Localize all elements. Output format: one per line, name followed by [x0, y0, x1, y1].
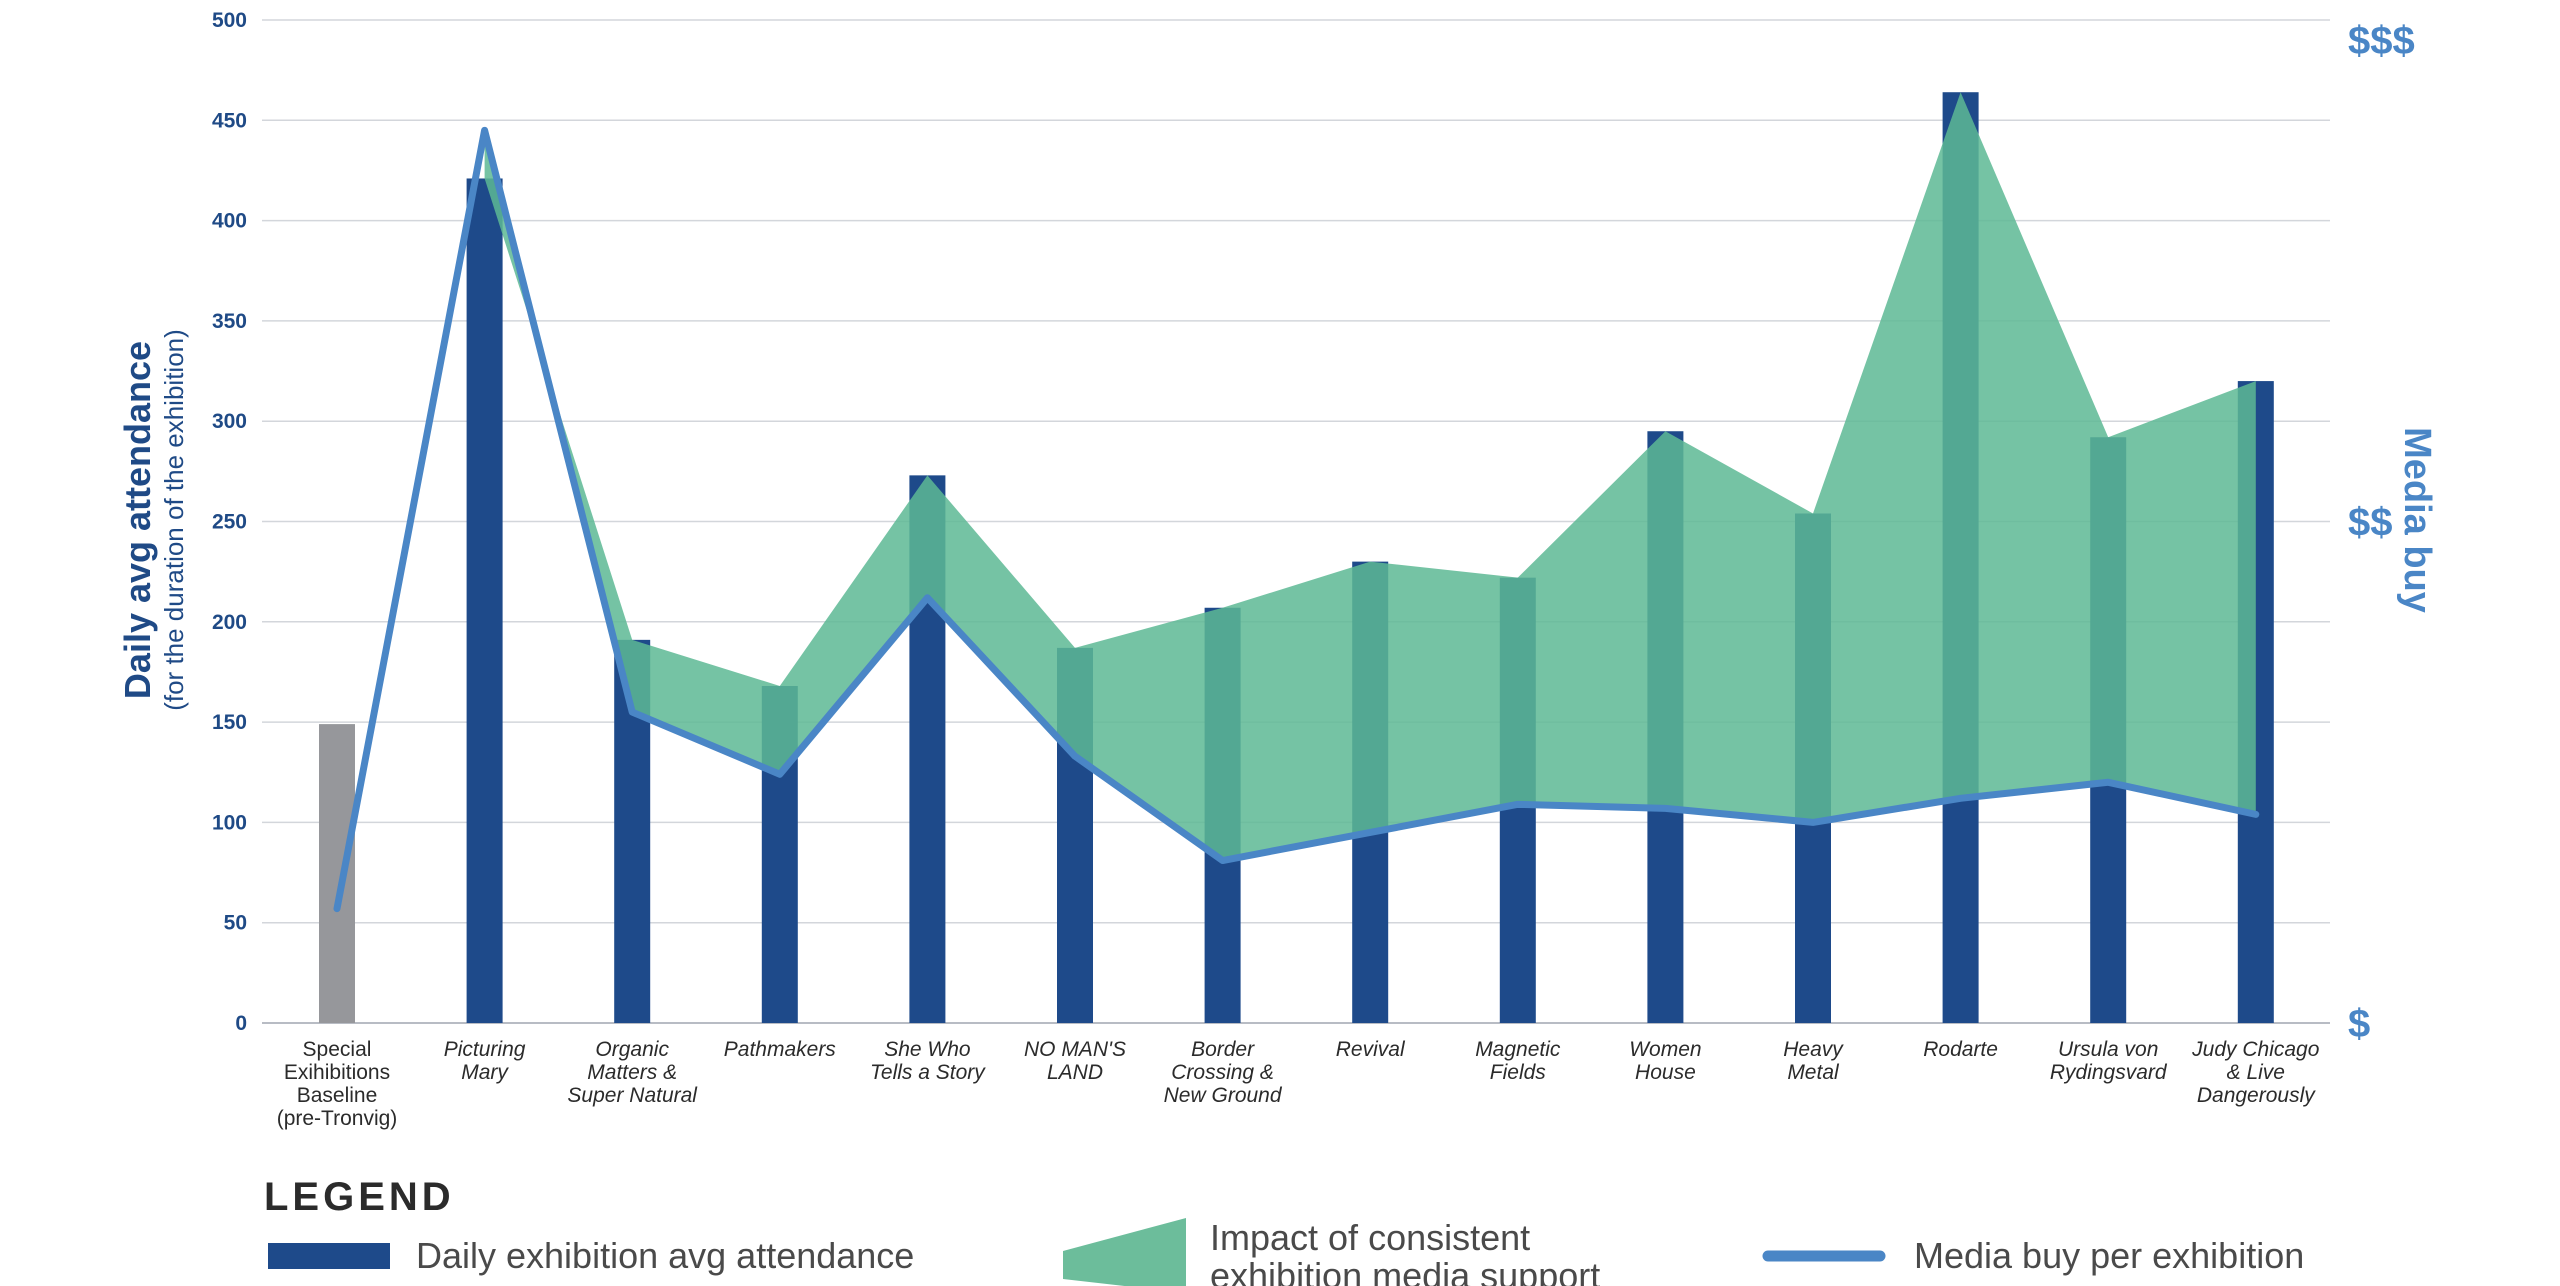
legend-title: LEGEND — [264, 1175, 455, 1219]
category-label: Organic Matters & Super Natural — [567, 1038, 698, 1107]
category-label: Border Crossing & New Ground — [1164, 1038, 1283, 1107]
y-axis-tick-labels: 0 50 100 150 200 250 300 350 400 450 500 — [212, 9, 247, 1035]
y-tick-label: 450 — [212, 109, 247, 132]
y-tick-label: 400 — [212, 210, 247, 233]
legend-items: Daily exhibition avg attendance Impact of… — [268, 1217, 2304, 1286]
category-label: Revival — [1336, 1038, 1406, 1061]
legend-swatch-area — [1063, 1218, 1186, 1286]
category-label: Heavy Metal — [1783, 1038, 1844, 1084]
right-axis-labels: $$$$$$ — [2348, 19, 2415, 1046]
category-label: Pathmakers — [724, 1038, 837, 1061]
category-label: Women House — [1629, 1038, 1701, 1084]
legend-label: Impact of consistent exhibition media sup… — [1210, 1217, 1600, 1286]
media-buy-line — [333, 126, 2260, 913]
category-label: Judy Chicago & Live Dangerously — [2191, 1038, 2320, 1107]
category-label: Picturing Mary — [444, 1038, 526, 1084]
x-axis-category-labels: Special Exihibitions Baseline (pre-Tronvig)… — [277, 1038, 2320, 1130]
right-axis-tick-label: $$ — [2348, 501, 2393, 545]
y-tick-label: 150 — [212, 711, 247, 734]
category-label: NO MAN'S LAND — [1024, 1038, 1126, 1084]
y-tick-label: 350 — [212, 310, 247, 333]
baseline-bar — [319, 724, 355, 1023]
y-tick-label: 300 — [212, 410, 247, 433]
category-label: Special Exihibitions Baseline (pre-Tronvig) — [277, 1038, 398, 1130]
y-tick-label: 250 — [212, 511, 247, 534]
y-tick-label: 500 — [212, 9, 247, 32]
attendance-bars — [319, 92, 2274, 1024]
media-buy-line-layer — [333, 126, 2260, 913]
y-axis-title: Daily avg attendance — [117, 341, 158, 699]
right-axis-title: Media buy — [2396, 427, 2438, 613]
right-axis-tick-label: $ — [2348, 1002, 2370, 1046]
legend: LEGEND Daily exhibition avg attendance Im… — [264, 1175, 2304, 1286]
y-tick-label: 200 — [212, 611, 247, 634]
category-label: Ursula von Rydingsvard — [2050, 1038, 2168, 1084]
legend-swatch-bar — [268, 1243, 390, 1269]
legend-label: Daily exhibition avg attendance — [416, 1235, 914, 1276]
attendance-bar — [466, 178, 503, 1023]
category-label: She Who Tells a Story — [870, 1038, 986, 1084]
right-axis-tick-label: $$$ — [2348, 19, 2415, 63]
y-tick-label: 0 — [235, 1012, 247, 1035]
impact-area — [484, 92, 2256, 861]
category-label: Magnetic Fields — [1475, 1038, 1561, 1084]
category-label: Rodarte — [1923, 1038, 1998, 1061]
y-tick-label: 50 — [224, 912, 247, 935]
y-tick-label: 100 — [212, 811, 247, 834]
y-axis-subtitle: (for the duration of the exhibition) — [159, 329, 189, 711]
legend-label: Media buy per exhibition — [1914, 1235, 2304, 1276]
